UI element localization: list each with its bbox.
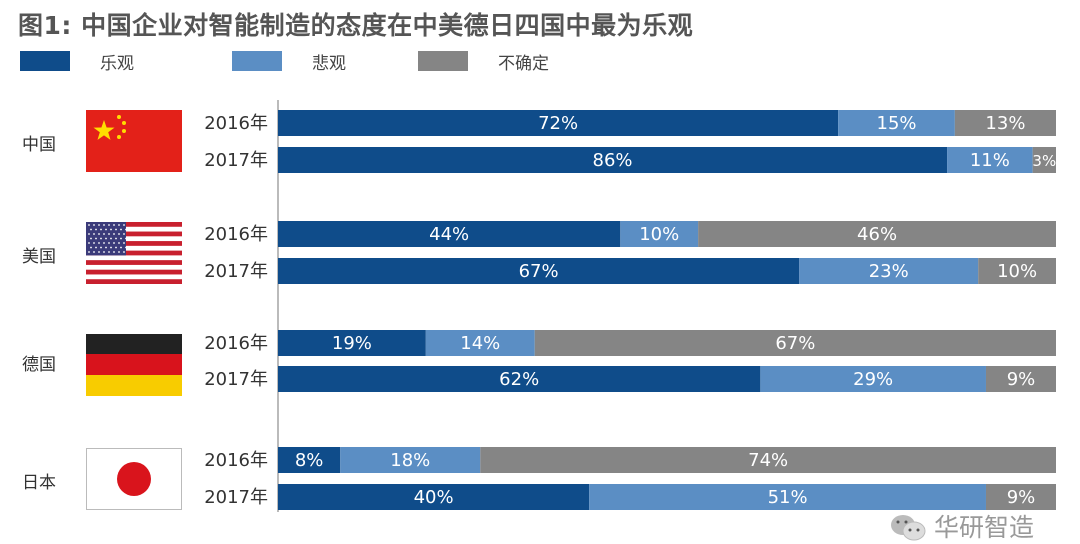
data-label: 44% [429,224,469,245]
bar-segment-pessimistic [589,484,986,510]
japan-flag-icon [86,448,182,510]
legend-swatch [232,51,282,71]
bar-segment-uncertain [954,110,1056,136]
bar-segment-uncertain [1032,147,1056,173]
bar-segment-optimistic [278,330,426,356]
year-label: 2017年 [204,261,268,282]
legend-item-uncertain: 不确定 [418,50,549,74]
data-label: 14% [460,333,500,354]
data-label: 19% [332,333,372,354]
data-label: 67% [775,333,815,354]
bar-segment-optimistic [278,221,621,247]
bar-segment-optimistic [278,484,590,510]
legend-label: 不确定 [498,53,549,74]
legend-swatch [20,51,70,71]
data-label: 13% [985,113,1025,134]
data-label: 8% [295,450,324,471]
chart-title: 图1: 中国企业对智能制造的态度在中美德日四国中最为乐观 [18,11,694,40]
bar-segment-pessimistic [799,258,979,284]
data-label: 10% [997,261,1037,282]
bar-segment-uncertain [698,221,1056,247]
country-label: 中国 [22,135,56,155]
bar-segment-pessimistic [947,147,1033,173]
bar-segment-optimistic [278,366,761,392]
country-label: 日本 [22,473,56,493]
legend-item-optimistic: 乐观 [20,50,134,74]
data-label: 74% [748,450,788,471]
bar-segment-uncertain [985,484,1056,510]
data-label: 3% [1032,152,1056,170]
watermark: 华研智造 [888,512,1034,544]
bar-segment-uncertain [480,447,1056,473]
data-label: 29% [853,369,893,390]
year-label: 2016年 [204,333,268,354]
data-label: 51% [768,487,808,508]
data-label: 46% [857,224,897,245]
year-label: 2016年 [204,113,268,134]
year-label: 2016年 [204,450,268,471]
data-label: 10% [639,224,679,245]
data-label: 9% [1007,369,1036,390]
data-label: 72% [538,113,578,134]
china-flag-icon [86,110,182,172]
bar-segment-uncertain [985,366,1056,392]
data-label: 62% [499,369,539,390]
legend-label: 乐观 [100,53,134,74]
bar-segment-optimistic [278,258,800,284]
data-label: 15% [877,113,917,134]
bar-segment-pessimistic [838,110,955,136]
germany-flag-icon [86,334,182,396]
data-label: 67% [519,261,559,282]
data-label: 18% [390,450,430,471]
bar-segment-uncertain [978,258,1056,284]
legend-label: 悲观 [312,53,346,74]
wechat-icon [891,515,926,541]
data-label: 40% [414,487,454,508]
year-label: 2017年 [204,369,268,390]
bar-segment-pessimistic [425,330,535,356]
data-label: 23% [869,261,909,282]
bar-segment-pessimistic [620,221,699,247]
bar-segment-optimistic [278,110,839,136]
watermark-text: 华研智造 [934,513,1035,542]
data-label: 11% [970,150,1010,171]
country-label: 美国 [22,247,56,267]
data-label: 9% [1007,487,1036,508]
legend-swatch [418,51,468,71]
bar-segment-optimistic [278,147,948,173]
usa-flag-icon [86,222,182,284]
bar-segment-pessimistic [760,366,986,392]
bar-segment-optimistic [278,447,341,473]
country-label: 德国 [22,355,56,375]
year-label: 2016年 [204,224,268,245]
year-label: 2017年 [204,487,268,508]
bar-segment-uncertain [534,330,1056,356]
data-label: 86% [593,150,633,171]
bar-segment-pessimistic [340,447,481,473]
year-label: 2017年 [204,150,268,171]
legend-item-pessimistic: 悲观 [232,50,346,74]
